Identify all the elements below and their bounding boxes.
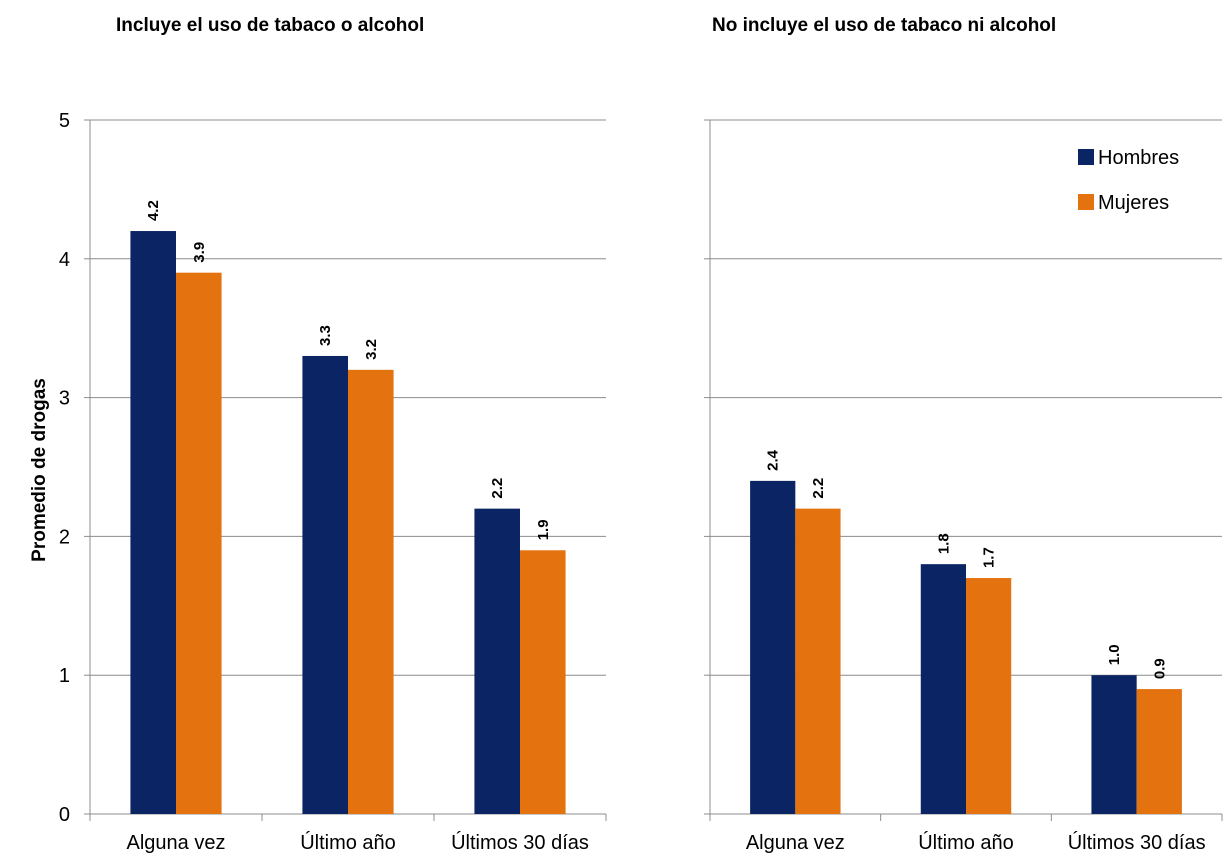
y-tick-label: 4 — [59, 249, 70, 271]
bar-mujeres — [176, 272, 222, 814]
bar-hombres — [474, 508, 520, 814]
data-label: 1.8 — [935, 533, 952, 554]
bar-hombres — [750, 480, 796, 814]
legend-label-hombres: Hombres — [1098, 147, 1179, 169]
x-category-label: Últimos 30 días — [1068, 831, 1206, 854]
chart-title: No incluye el uso de tabaco ni alcohol — [712, 15, 1056, 36]
data-label: 3.2 — [363, 339, 380, 360]
y-tick-label: 2 — [59, 526, 70, 548]
data-label: 1.0 — [1106, 644, 1123, 665]
chart-title: Incluye el uso de tabaco o alcohol — [116, 15, 424, 36]
y-axis-label: Promedio de drogas — [29, 378, 50, 562]
data-label: 2.4 — [765, 449, 782, 471]
data-label: 2.2 — [489, 478, 506, 499]
x-category-label: Alguna vez — [127, 832, 226, 854]
data-label: 3.9 — [191, 242, 208, 263]
bar-hombres — [920, 564, 966, 814]
data-label: 2.2 — [810, 478, 827, 499]
legend-swatch-mujeres — [1078, 194, 1094, 210]
legend: Hombres Mujeres — [1078, 147, 1179, 214]
bar-mujeres — [966, 578, 1012, 814]
data-label: 1.7 — [981, 547, 998, 568]
x-category-label: Último año — [300, 831, 396, 854]
bar-mujeres — [1136, 689, 1182, 814]
bar-hombres — [130, 231, 176, 815]
y-tick-label: 5 — [59, 110, 70, 132]
data-label: 4.2 — [145, 200, 162, 221]
data-label: 1.9 — [535, 519, 552, 540]
left-chart-panel: Incluye el uso de tabaco o alcohol 0 1 2 3 4 5… — [59, 15, 607, 854]
bar-mujeres — [795, 508, 841, 814]
right-chart-panel: No incluye el uso de tabaco ni alcohol Al… — [704, 15, 1223, 854]
legend-swatch-hombres — [1078, 149, 1094, 165]
y-tick-label: 0 — [59, 804, 70, 826]
data-label: 3.3 — [317, 325, 334, 346]
legend-label-mujeres: Mujeres — [1098, 192, 1169, 214]
x-category-label: Últimos 30 días — [451, 831, 589, 854]
bar-mujeres — [520, 550, 566, 814]
bar-hombres — [302, 355, 348, 814]
y-tick-label: 1 — [59, 665, 70, 687]
x-category-label: Último año — [918, 831, 1014, 854]
bar-mujeres — [348, 369, 394, 814]
data-label: 0.9 — [1151, 658, 1168, 679]
y-tick-label: 3 — [59, 388, 70, 410]
bar-hombres — [1091, 675, 1137, 814]
x-category-label: Alguna vez — [746, 832, 845, 854]
